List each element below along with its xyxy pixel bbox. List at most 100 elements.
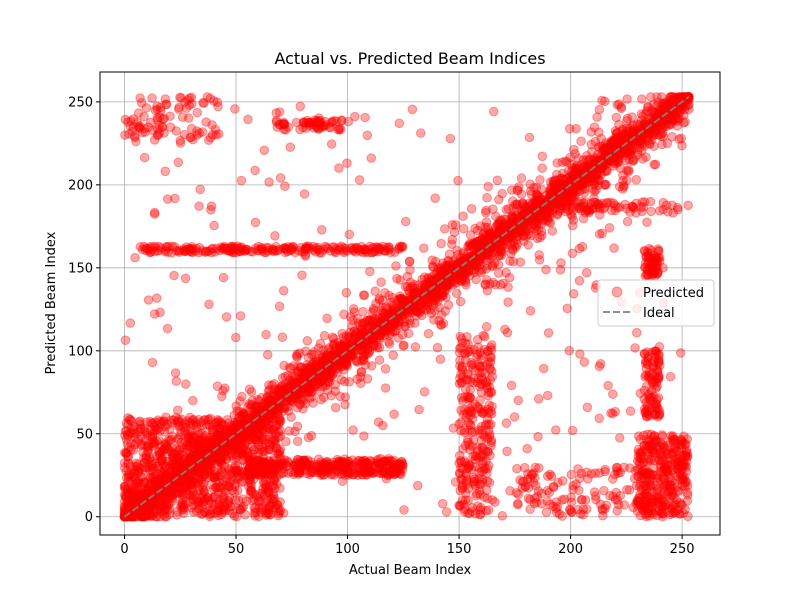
- data-point: [254, 396, 264, 406]
- data-point: [440, 306, 451, 316]
- data-point: [404, 315, 415, 326]
- data-point: [160, 487, 171, 497]
- data-point: [631, 133, 641, 143]
- data-point: [502, 236, 513, 247]
- data-point: [393, 333, 404, 343]
- y-axis-label: Predicted Beam Index: [44, 231, 59, 374]
- data-point: [552, 210, 563, 220]
- data-point: [500, 214, 511, 225]
- data-point: [315, 376, 326, 387]
- data-point: [199, 459, 210, 470]
- data-point: [385, 306, 396, 317]
- data-point: [180, 460, 190, 470]
- data-point: [669, 104, 680, 114]
- data-point: [684, 104, 694, 115]
- data-point: [191, 243, 201, 254]
- data-point: [244, 413, 254, 424]
- data-point: [490, 225, 501, 236]
- data-point: [156, 419, 166, 429]
- data-point: [594, 168, 605, 178]
- data-point: [384, 330, 395, 341]
- data-point: [317, 381, 328, 392]
- data-point: [219, 444, 229, 454]
- data-point: [502, 239, 513, 250]
- data-point: [362, 324, 372, 335]
- data-point: [214, 450, 225, 461]
- data-point: [435, 286, 446, 296]
- data-point: [212, 381, 223, 392]
- data-point: [190, 473, 201, 484]
- data-point: [319, 355, 329, 366]
- data-point: [504, 232, 514, 242]
- data-point: [390, 303, 400, 313]
- data-point: [143, 503, 154, 514]
- data-point: [329, 242, 340, 252]
- data-point: [246, 479, 256, 490]
- data-point: [477, 234, 488, 244]
- data-point: [518, 231, 529, 241]
- data-point: [205, 432, 215, 443]
- data-point: [396, 456, 407, 467]
- data-point: [573, 153, 584, 164]
- data-point: [275, 403, 285, 414]
- data-point: [143, 441, 153, 452]
- data-point: [234, 406, 245, 417]
- data-point: [448, 274, 459, 285]
- data-point: [235, 396, 245, 406]
- data-point: [125, 488, 136, 499]
- data-point: [393, 316, 404, 326]
- data-point: [455, 296, 466, 307]
- data-point: [204, 511, 215, 522]
- data-point: [408, 288, 419, 299]
- data-point: [259, 490, 270, 500]
- data-point: [542, 208, 553, 219]
- data-point: [133, 509, 143, 519]
- data-point: [456, 276, 466, 287]
- data-point: [622, 94, 632, 104]
- data-point: [396, 241, 407, 252]
- data-point: [247, 441, 257, 452]
- data-point: [318, 245, 329, 255]
- data-point: [301, 385, 311, 395]
- data-point: [626, 146, 637, 156]
- data-point: [209, 453, 219, 464]
- chart-title: Actual vs. Predicted Beam Indices: [274, 49, 545, 68]
- data-point: [672, 121, 683, 131]
- data-point: [505, 227, 515, 237]
- data-point: [362, 374, 373, 384]
- data-point: [522, 221, 532, 231]
- data-point: [623, 165, 634, 175]
- data-point: [496, 250, 507, 260]
- data-point: [126, 423, 137, 433]
- data-point: [655, 104, 666, 115]
- data-point: [494, 194, 504, 205]
- data-point: [660, 115, 671, 125]
- data-point: [214, 434, 225, 445]
- data-point: [274, 432, 284, 442]
- data-point: [216, 509, 227, 520]
- data-point: [200, 494, 211, 504]
- data-point: [657, 128, 668, 138]
- data-point: [216, 417, 227, 428]
- data-point: [194, 464, 205, 474]
- data-point: [319, 330, 330, 341]
- data-point: [288, 242, 299, 253]
- data-point: [602, 159, 613, 169]
- data-point: [388, 350, 399, 361]
- data-point: [330, 362, 340, 372]
- data-point: [347, 337, 358, 348]
- data-point: [227, 242, 237, 252]
- data-point: [154, 494, 164, 504]
- data-point: [363, 343, 373, 354]
- data-point: [166, 434, 177, 445]
- data-point: [348, 246, 359, 256]
- data-point: [458, 223, 469, 234]
- predicted-points: [119, 92, 694, 522]
- data-point: [427, 255, 438, 266]
- data-point: [569, 144, 579, 155]
- data-point: [245, 429, 256, 440]
- data-point: [489, 258, 500, 268]
- data-point: [475, 255, 486, 265]
- data-point: [279, 386, 290, 396]
- data-point: [302, 336, 313, 346]
